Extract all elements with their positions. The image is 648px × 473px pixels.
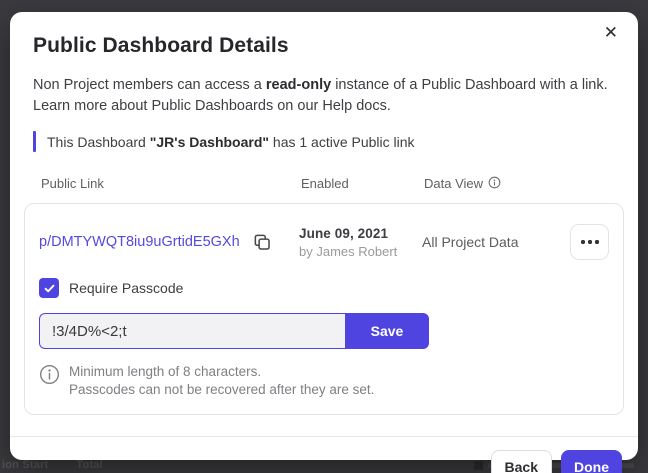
more-options-icon xyxy=(580,240,585,244)
public-link-url[interactable]: p/DMTYWQT8iu9uGrtidE5GXh xyxy=(39,234,240,250)
background-text-fragment: ion Start xyxy=(2,459,49,471)
passcode-input[interactable] xyxy=(39,313,345,349)
passcode-form: Save xyxy=(39,313,429,349)
description-line2: Learn more about Public Dashboards on ou… xyxy=(33,98,391,114)
links-table-header: Public Link Enabled Data View xyxy=(24,176,624,191)
description-text: instance of a Public Dashboard with a li… xyxy=(331,77,608,93)
page-title: Public Dashboard Details xyxy=(33,34,289,57)
callout-text: This Dashboard "JR's Dashboard" has 1 ac… xyxy=(47,133,415,150)
dimmed-background-page: ion Start Total xyxy=(0,457,648,473)
column-header-data-view: Data View xyxy=(424,176,610,191)
public-link-row: p/DMTYWQT8iu9uGrtidE5GXh June 09, 2021 b… xyxy=(39,216,609,268)
active-link-callout: This Dashboard "JR's Dashboard" has 1 ac… xyxy=(33,131,624,152)
require-passcode-row: Require Passcode xyxy=(39,278,609,298)
more-options-icon xyxy=(587,240,592,244)
note-line2: Passcodes can not be recovered after the… xyxy=(69,382,375,397)
description-text: Non Project members can access a xyxy=(33,77,266,93)
more-options-icon xyxy=(594,240,599,244)
more-options-button[interactable] xyxy=(570,224,609,260)
column-header-public-link: Public Link xyxy=(41,176,104,191)
footer-divider xyxy=(10,436,638,437)
enabled-by: by James Robert xyxy=(299,243,398,259)
background-text-fragment: Total xyxy=(76,459,103,471)
done-button[interactable]: Done xyxy=(561,450,622,473)
info-icon[interactable] xyxy=(488,176,501,189)
require-passcode-label: Require Passcode xyxy=(69,280,184,296)
passcode-note: Minimum length of 8 characters. Passcode… xyxy=(39,363,609,399)
back-button[interactable]: Back xyxy=(490,450,552,473)
enabled-date: June 09, 2021 xyxy=(299,225,389,241)
data-view-value: All Project Data xyxy=(422,234,519,250)
column-header-enabled: Enabled xyxy=(301,176,349,191)
enabled-cell: June 09, 2021 by James Robert xyxy=(299,226,422,259)
note-line1: Minimum length of 8 characters. xyxy=(69,364,262,379)
public-dashboard-details-modal: ✕ Public Dashboard Details Non Project m… xyxy=(10,12,638,473)
background-legend-marker xyxy=(474,461,483,470)
require-passcode-checkbox[interactable] xyxy=(39,278,59,298)
modal-description: Non Project members can access a read-on… xyxy=(33,75,613,117)
close-icon[interactable]: ✕ xyxy=(600,20,622,45)
copy-icon[interactable] xyxy=(253,233,271,251)
save-button[interactable]: Save xyxy=(345,313,429,349)
callout-accent-bar xyxy=(33,131,36,152)
modal-footer: Back Done xyxy=(10,437,638,473)
info-icon xyxy=(39,364,60,399)
passcode-note-text: Minimum length of 8 characters. Passcode… xyxy=(69,363,374,399)
description-bold-read-only: read-only xyxy=(265,77,332,93)
public-link-card: p/DMTYWQT8iu9uGrtidE5GXh June 09, 2021 b… xyxy=(24,203,624,415)
